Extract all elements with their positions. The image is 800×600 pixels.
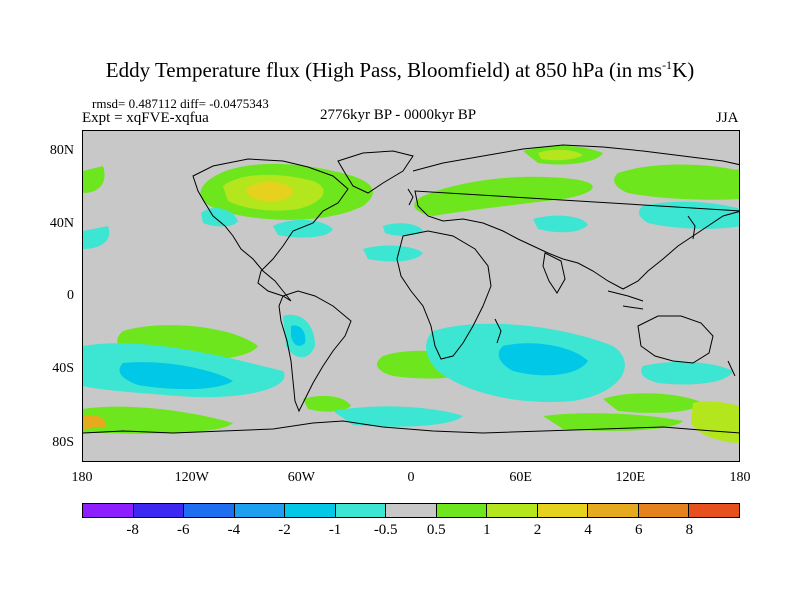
- colorbar-label: 1: [483, 522, 491, 538]
- field-ross-positive: [83, 406, 233, 434]
- lat-label: 80N: [49, 143, 74, 158]
- colorbar-label: 6: [635, 522, 643, 538]
- field-central-asia-negative: [533, 215, 588, 233]
- colorbar-swatch: [335, 504, 387, 517]
- colorbar-swatch: [386, 504, 437, 517]
- coastlines: [83, 144, 739, 434]
- colorbar-swatch: [83, 504, 134, 517]
- colorbar-label: 4: [584, 522, 592, 538]
- colorbar-label: -0.5: [373, 522, 398, 538]
- colorbar-label: 8: [685, 522, 694, 538]
- rmsd-diff-stats: rmsd= 0.487112 diff= -0.0475343: [92, 96, 269, 111]
- field-australia-south-negative: [641, 361, 733, 385]
- coast-madagascar: [494, 318, 502, 344]
- field-east-antarctic-positive: [691, 401, 739, 443]
- field-east-asia-positive: [614, 164, 739, 200]
- coast-africa: [396, 230, 492, 360]
- lat-label: 0: [67, 288, 74, 303]
- coast-antarctica: [83, 420, 739, 434]
- field-med-negative: [383, 223, 423, 236]
- colorbar-swatch: [689, 504, 739, 517]
- field-siberia-strong: [538, 149, 583, 161]
- field-ross-strong: [83, 415, 106, 429]
- colorbar-label: -4: [227, 522, 241, 538]
- lat-label: 40S: [52, 361, 74, 376]
- field-antarctic-negative: [333, 406, 463, 427]
- coast-north-america: [192, 158, 349, 302]
- period-label: 2776kyr BP - 0000kyr BP: [320, 107, 477, 123]
- coast-uk: [407, 188, 414, 206]
- field-drake-positive: [303, 395, 351, 412]
- colorbar-swatch: [436, 504, 488, 517]
- contour-map: [83, 144, 739, 443]
- field-antarctic-coast-positive: [543, 413, 683, 431]
- map-title: Eddy Temperature flux (High Pass, Bloomf…: [105, 58, 695, 82]
- field-sh-negative-core: [119, 362, 233, 390]
- lon-label: 120W: [174, 470, 209, 485]
- coast-indonesia: [607, 290, 644, 310]
- field-west-europe-positive: [83, 166, 105, 193]
- colorbar-swatch: [285, 504, 336, 517]
- colorbar-swatch: [487, 504, 538, 517]
- field-sw-pacific-positive: [603, 393, 703, 413]
- lat-label: 40N: [49, 216, 74, 231]
- field-indian-ocean-core: [498, 343, 588, 376]
- field-west-pacific-negative: [83, 226, 110, 249]
- colorbar-label: -1: [328, 522, 342, 538]
- lon-label: 180: [729, 470, 751, 485]
- world-map-panel: [82, 130, 740, 462]
- colorbar-label: -8: [126, 522, 139, 538]
- colorbar-label: 0.5: [426, 522, 446, 538]
- coast-new-zealand: [727, 360, 736, 377]
- colorbar-label: -6: [176, 522, 190, 538]
- lon-label: 0: [407, 470, 415, 485]
- colorbar-swatch: [588, 504, 639, 517]
- lon-label: 120E: [615, 470, 646, 485]
- coast-greenland: [337, 150, 414, 194]
- coast-eurasia: [412, 144, 739, 290]
- lon-label: 60W: [287, 470, 315, 485]
- colorbar-swatch: [184, 504, 235, 517]
- colorbar-label: 2: [533, 522, 542, 538]
- coast-india: [542, 252, 566, 294]
- colorbar: [82, 503, 740, 518]
- lat-label: 80S: [52, 435, 74, 450]
- anomaly-fields: [83, 145, 739, 443]
- field-atlantic-negative: [273, 219, 333, 238]
- field-na-west-negative: [201, 207, 238, 227]
- season-label: JJA: [716, 110, 739, 126]
- experiment-label: Expt = xqFVE-xqfua: [82, 110, 209, 126]
- field-hudson-core: [246, 181, 294, 202]
- colorbar-swatch: [234, 504, 286, 517]
- coast-south-america: [278, 290, 352, 413]
- field-south-america-core: [291, 325, 306, 346]
- lon-label: 60E: [509, 470, 532, 485]
- colorbar-label: -2: [278, 522, 291, 538]
- colorbar-swatch: [638, 504, 690, 517]
- field-sahara-negative: [363, 245, 423, 262]
- field-pacific-ne-positive: [721, 169, 739, 191]
- coast-japan: [687, 215, 696, 240]
- colorbar-swatch: [537, 504, 589, 517]
- colorbar-swatch: [133, 504, 185, 517]
- lon-label: 180: [71, 470, 93, 485]
- coast-australia: [637, 315, 714, 364]
